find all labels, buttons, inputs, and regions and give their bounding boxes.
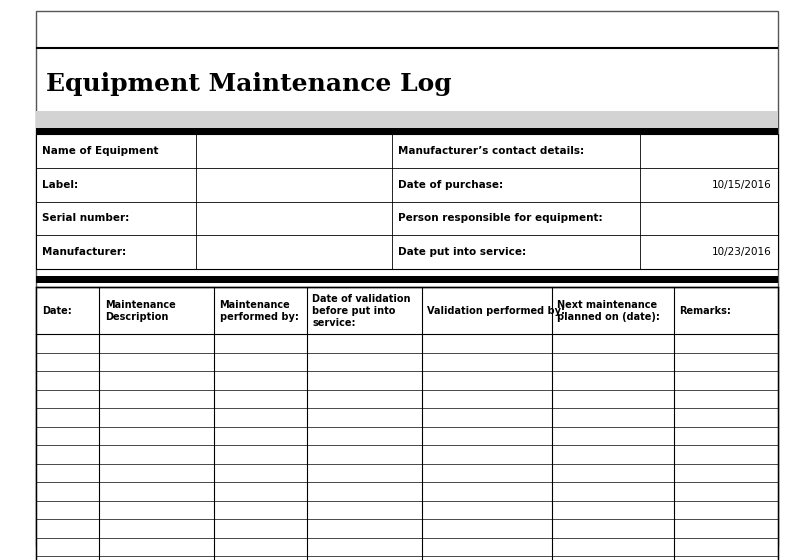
Text: 10/15/2016: 10/15/2016 (712, 180, 772, 190)
Text: Next maintenance
planned on (date):: Next maintenance planned on (date): (556, 300, 659, 321)
Text: Maintenance
Description: Maintenance Description (104, 300, 176, 321)
Text: 10/23/2016: 10/23/2016 (712, 247, 772, 257)
Text: Person responsible for equipment:: Person responsible for equipment: (399, 213, 603, 223)
Text: Date:: Date: (41, 306, 71, 315)
Text: Date put into service:: Date put into service: (399, 247, 526, 257)
Text: Equipment Maintenance Log: Equipment Maintenance Log (46, 72, 452, 96)
Text: Name of Equipment: Name of Equipment (42, 146, 159, 156)
Text: Label:: Label: (42, 180, 79, 190)
Text: Validation performed by:: Validation performed by: (427, 306, 565, 315)
Text: Maintenance
performed by:: Maintenance performed by: (220, 300, 298, 321)
Text: Date of validation
before put into
service:: Date of validation before put into servi… (312, 293, 411, 328)
FancyBboxPatch shape (36, 276, 778, 283)
Text: Manufacturer’s contact details:: Manufacturer’s contact details: (399, 146, 584, 156)
Text: Manufacturer:: Manufacturer: (42, 247, 126, 257)
Text: Serial number:: Serial number: (42, 213, 130, 223)
FancyBboxPatch shape (36, 128, 778, 134)
FancyBboxPatch shape (36, 287, 778, 334)
FancyBboxPatch shape (36, 287, 778, 560)
FancyBboxPatch shape (36, 134, 778, 269)
Text: Remarks:: Remarks: (679, 306, 731, 315)
FancyBboxPatch shape (36, 111, 778, 128)
Text: Date of purchase:: Date of purchase: (399, 180, 503, 190)
FancyBboxPatch shape (36, 11, 778, 546)
